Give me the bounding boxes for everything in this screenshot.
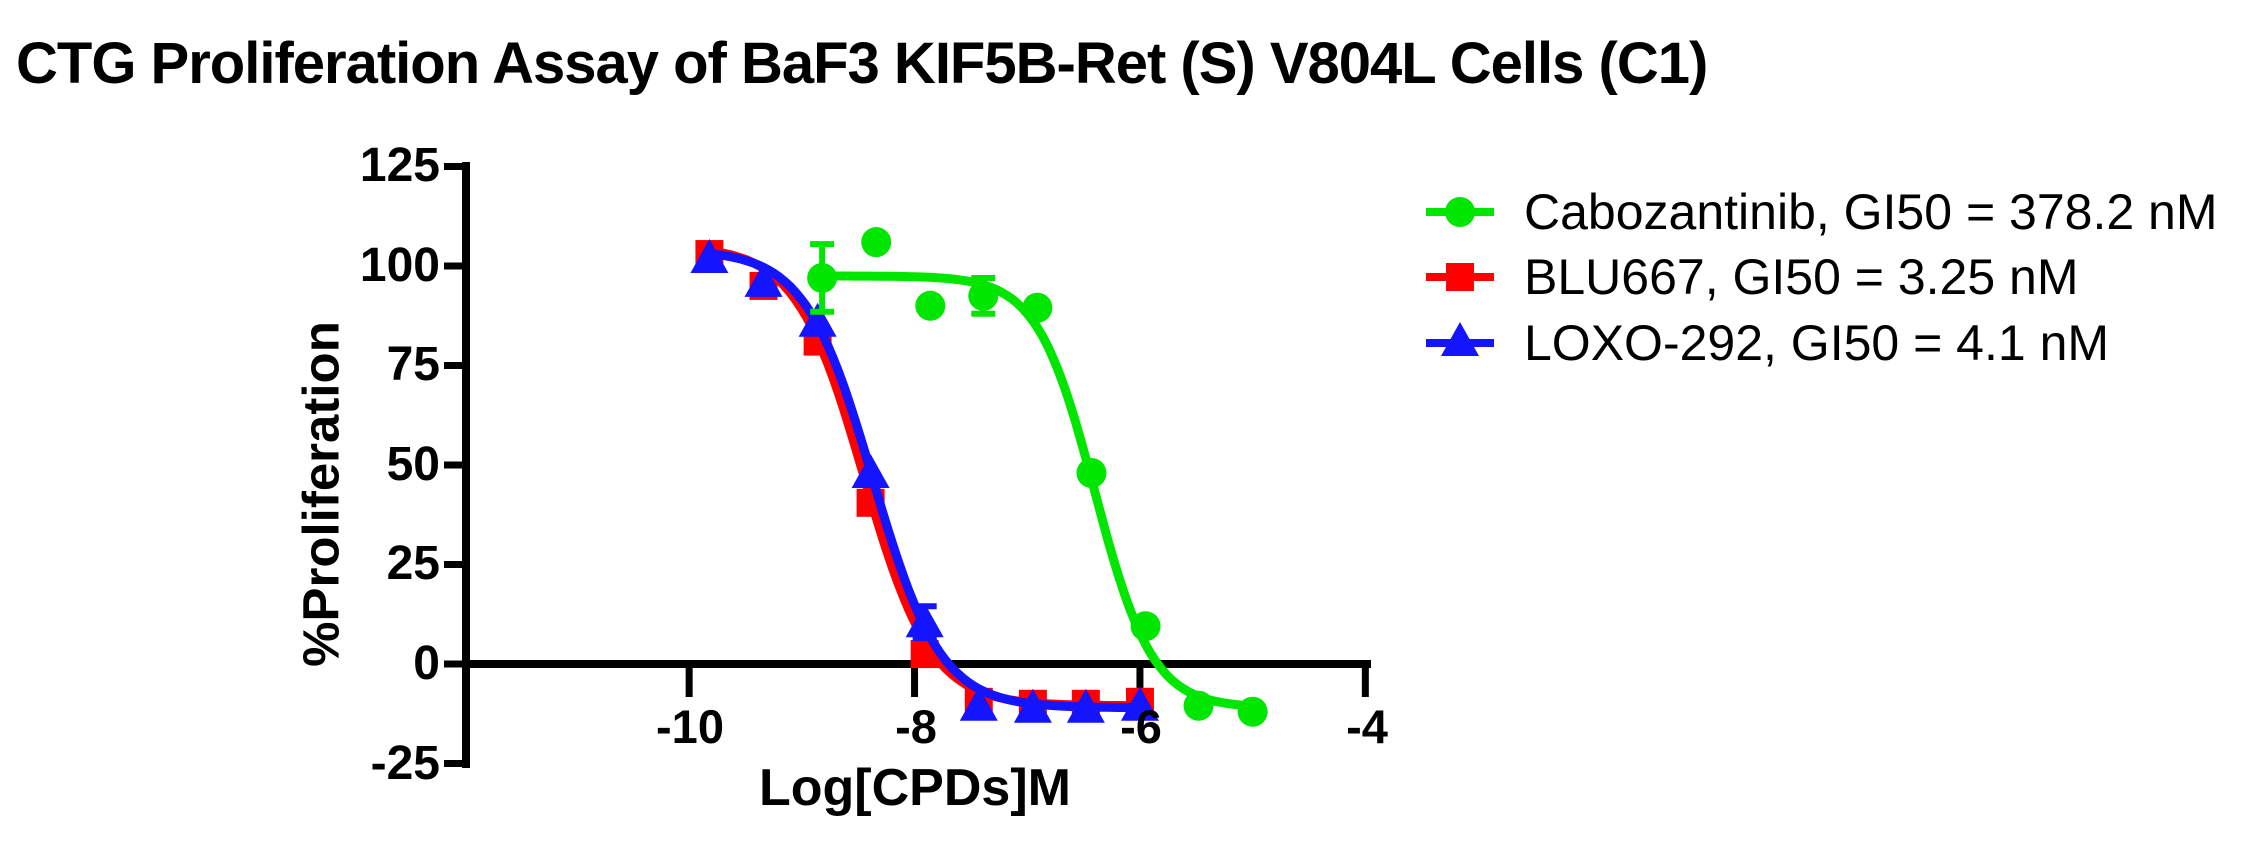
legend-item-loxo292: LOXO-292, GI50 = 4.1 nM bbox=[1424, 313, 2109, 373]
chart-title: CTG Proliferation Assay of BaF3 KIF5B-Re… bbox=[16, 31, 1708, 96]
y-tick-label-100: 100 bbox=[359, 239, 440, 292]
legend-marker-square-icon bbox=[1426, 263, 1494, 291]
data-point-circle bbox=[1076, 457, 1107, 488]
legend-label: BLU667, GI50 = 3.25 nM bbox=[1524, 249, 2079, 305]
legend-label: LOXO-292, GI50 = 4.1 nM bbox=[1524, 315, 2110, 371]
data-point-circle bbox=[1130, 611, 1161, 642]
y-tick-label-75: 75 bbox=[386, 338, 440, 391]
y-axis-title: %Proliferation bbox=[292, 321, 350, 667]
x-axis-title: Log[CPDs]M bbox=[759, 759, 1071, 817]
data-point-triangle bbox=[690, 239, 729, 274]
data-point-triangle bbox=[851, 453, 890, 488]
data-point-triangle bbox=[744, 262, 783, 297]
data-point-circle bbox=[968, 280, 999, 311]
data-point-circle bbox=[807, 262, 838, 293]
data-point-triangle bbox=[905, 603, 944, 638]
legend-item-cabozantinib: Cabozantinib, GI50 = 378.2 nM bbox=[1424, 182, 2218, 242]
y-tick-label-50: 50 bbox=[386, 438, 440, 491]
data-point-circle bbox=[915, 290, 946, 321]
x-tick-label-neg4: -4 bbox=[1346, 700, 1388, 753]
y-tick-label-125: 125 bbox=[359, 139, 440, 192]
data-point-circle bbox=[861, 227, 892, 258]
data-point-triangle bbox=[1066, 688, 1105, 723]
x-tick-label-neg6: -6 bbox=[1120, 700, 1162, 753]
data-point-triangle bbox=[798, 302, 837, 337]
legend-item-blu667: BLU667, GI50 = 3.25 nM bbox=[1424, 247, 2079, 307]
data-point-circle bbox=[1237, 696, 1268, 727]
fit-curve-cabozantinib bbox=[817, 271, 1258, 711]
x-tick-label-neg8: -8 bbox=[895, 700, 937, 753]
y-tick-label-0: 0 bbox=[413, 637, 440, 690]
legend-marker-circle-icon bbox=[1426, 197, 1494, 227]
y-tick-label-neg25: -25 bbox=[370, 737, 440, 790]
data-point-triangle bbox=[959, 686, 998, 721]
data-point-circle bbox=[1183, 690, 1214, 721]
data-point-circle bbox=[1022, 292, 1053, 323]
data-point-triangle bbox=[1013, 688, 1052, 723]
legend-marker-triangle-icon bbox=[1426, 322, 1494, 356]
y-tick-label-25: 25 bbox=[386, 537, 440, 590]
legend-label: Cabozantinib, GI50 = 378.2 nM bbox=[1524, 184, 2218, 240]
data-point-triangle bbox=[1120, 686, 1159, 721]
x-tick-label-neg10: -10 bbox=[656, 700, 724, 753]
